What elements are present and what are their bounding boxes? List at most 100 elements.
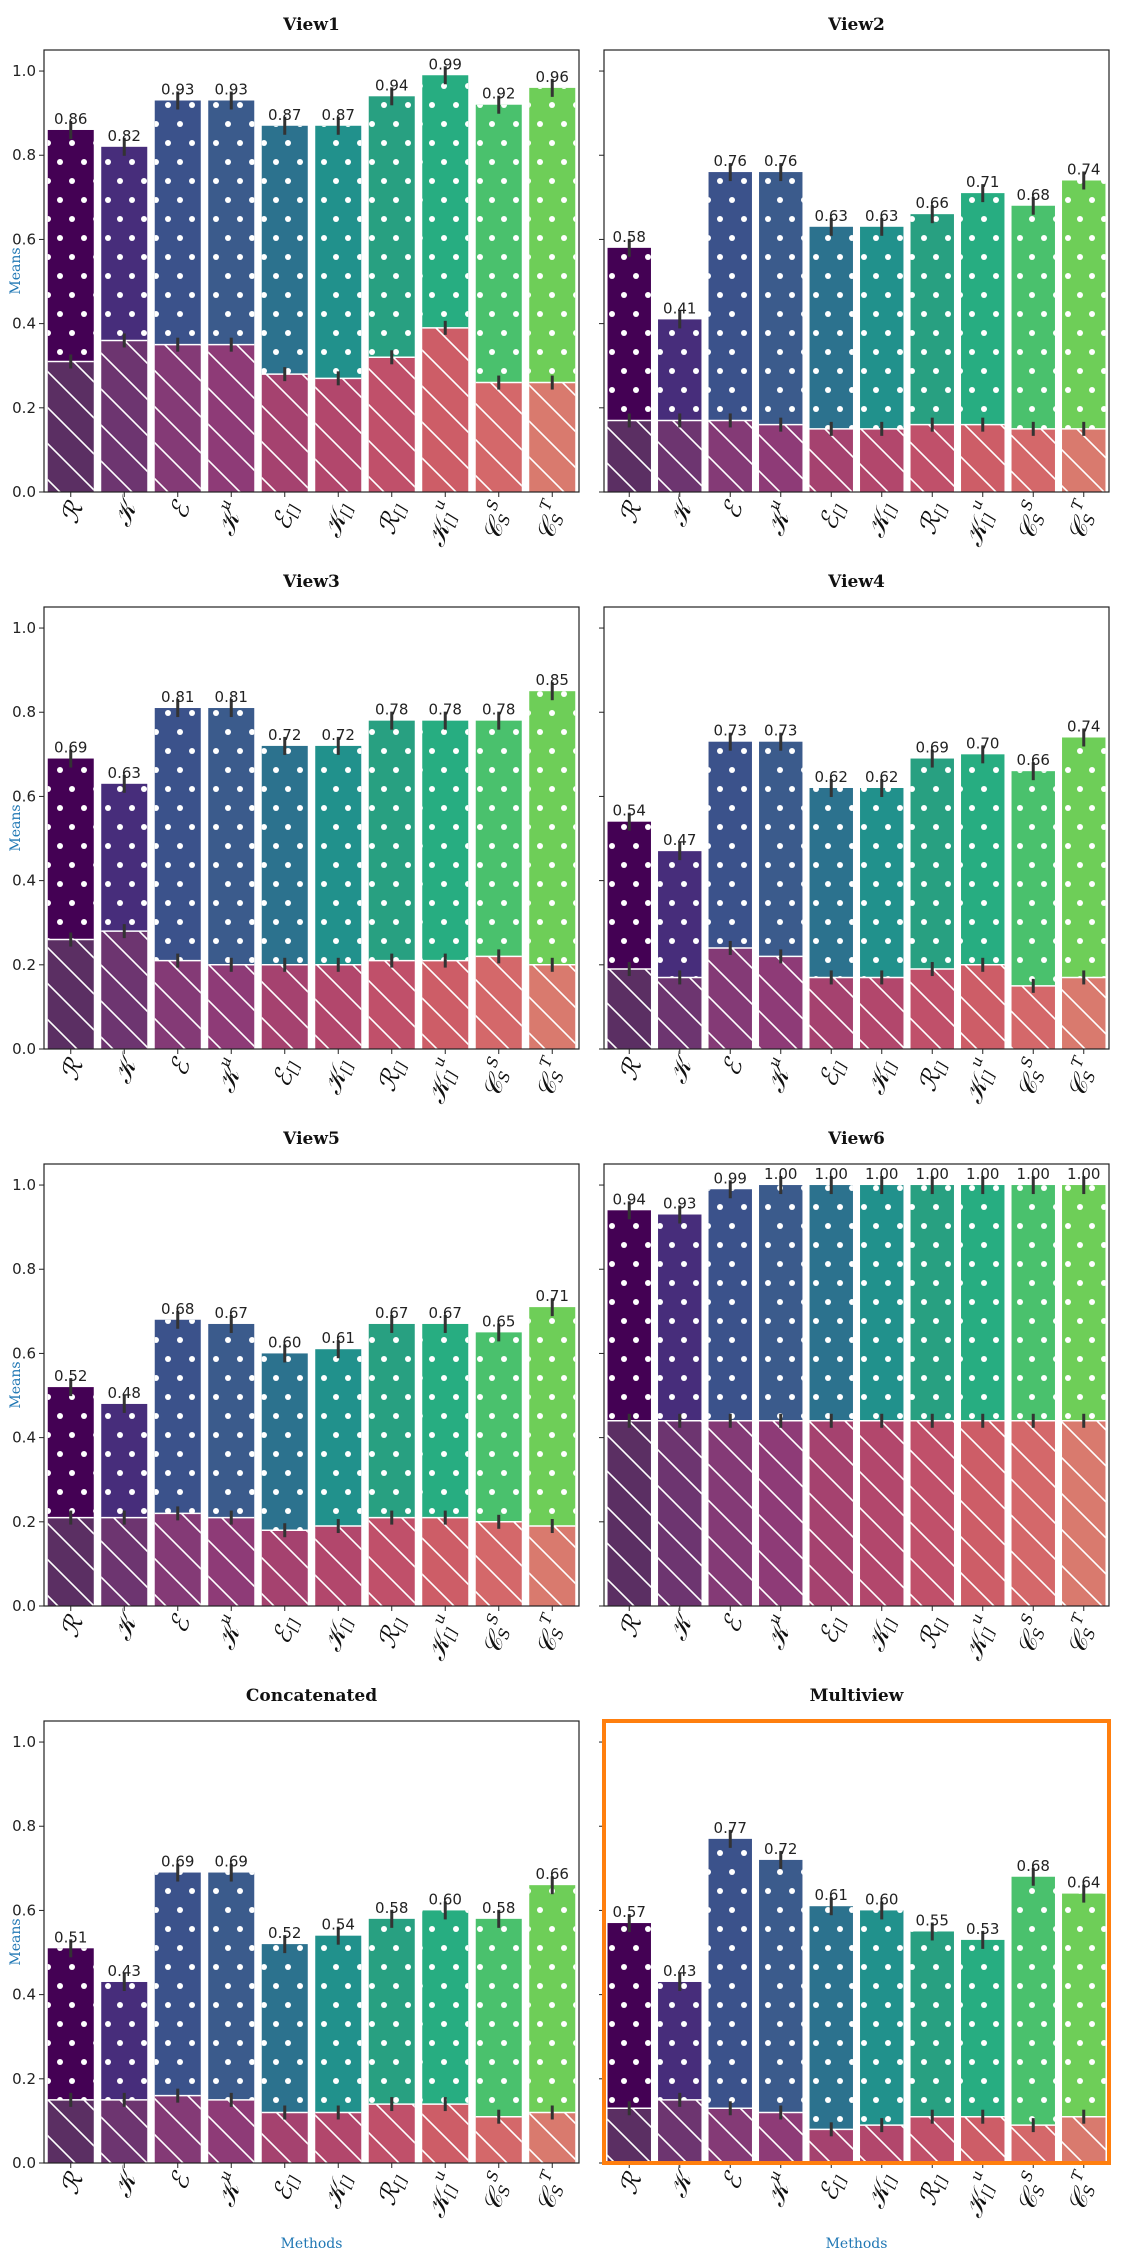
bar-lower-pattern <box>475 1521 522 1606</box>
bar-group: 0.72 <box>315 726 362 1049</box>
x-tick-label: ℛ[] <box>912 1617 952 1653</box>
bar-group: 0.81 <box>154 688 201 1049</box>
panel-view6: View6 0.94 ℛ 0.93 𝒦 0.99 ℰ 1.00 𝒦u 1.00 ℰ[] 1.00 𝒦[]… <box>599 1129 1110 1664</box>
bar-upper-pattern <box>961 754 1005 965</box>
bar-lower-pattern <box>1011 985 1055 1049</box>
bar-lower-pattern <box>1062 1420 1106 1606</box>
bar-value-label: 0.78 <box>375 701 408 719</box>
bar-upper-pattern <box>422 720 469 961</box>
bar-value-label: 0.69 <box>54 739 87 757</box>
bar-value-label: 0.78 <box>429 701 462 719</box>
svg-text:ℛ[]: ℛ[] <box>371 1612 411 1652</box>
panel-frame <box>603 49 1110 493</box>
y-axis-label: Means <box>8 1361 24 1408</box>
panel-frame <box>603 1163 1110 1607</box>
bar-value-label: 0.99 <box>714 1169 747 1187</box>
x-tick-label: ℰ[] <box>813 2174 851 2205</box>
bar-group: 0.78 <box>368 701 415 1049</box>
bar-group: 0.86 <box>47 110 94 492</box>
bar-upper-pattern <box>607 1210 651 1421</box>
x-tick-label: ℰ <box>716 496 749 523</box>
bar-upper-pattern <box>658 1214 702 1421</box>
bar-group: 0.61 <box>809 1886 853 2163</box>
bar-lower-pattern <box>208 964 255 1049</box>
bar-lower-pattern <box>47 2099 94 2163</box>
bar-lower-pattern <box>261 2112 308 2163</box>
svg-text:ℛ[]: ℛ[] <box>912 2169 952 2209</box>
x-tick-label: 𝒞ST <box>1061 1053 1099 1101</box>
bar-lower-pattern <box>208 344 255 492</box>
bar-upper-pattern <box>208 708 255 965</box>
x-tick-label: ℛ[] <box>371 503 411 539</box>
svg-text:ℛ: ℛ <box>54 2167 89 2198</box>
bar-group: 0.47 <box>658 831 702 1049</box>
bar-group: 0.93 <box>658 1195 702 1606</box>
panel-view3: View3 Means 0.0 0.2 0.4 0.6 0.8 1.0 0.69 ℛ 0.63 𝒦 0.… <box>8 572 580 1107</box>
x-tick-label: ℰ[] <box>266 503 304 534</box>
bar-group: 1.00 <box>961 1165 1005 1606</box>
bar-upper-pattern <box>475 720 522 957</box>
bar-value-label: 0.55 <box>916 1911 949 1929</box>
bar-upper-pattern <box>759 1859 803 2113</box>
bar-upper-pattern <box>315 1349 362 1527</box>
bar-group: 0.68 <box>1011 186 1055 492</box>
x-tick-label: ℰ <box>716 2167 749 2194</box>
y-tick-label: 0.0 <box>12 1597 36 1615</box>
svg-text:ℛ: ℛ <box>613 496 648 527</box>
svg-text:𝒦u: 𝒦u <box>757 1054 799 1096</box>
svg-text:ℰ: ℰ <box>163 2167 196 2194</box>
svg-text:𝒞SS: 𝒞SS <box>1007 1611 1052 1659</box>
bar-group: 0.87 <box>261 106 308 492</box>
svg-text:𝒦[]u: 𝒦[]u <box>417 1611 464 1665</box>
svg-text:ℰ: ℰ <box>163 1053 196 1080</box>
x-tick-label: 𝒞SS <box>1007 1611 1052 1659</box>
x-tick-label: ℛ <box>613 1610 648 1641</box>
bar-value-label: 0.52 <box>268 1924 301 1942</box>
bar-value-label: 0.58 <box>613 228 646 246</box>
x-tick-label: ℛ <box>54 2167 89 2198</box>
bar-upper-pattern <box>607 247 651 421</box>
bar-group: 0.94 <box>607 1190 651 1606</box>
bar-upper-pattern <box>658 1981 702 2100</box>
bar-lower-pattern <box>961 1420 1005 1606</box>
x-tick-label: 𝒦 <box>107 1048 145 1087</box>
bar-group: 0.76 <box>708 152 752 492</box>
x-tick-label: 𝒦 <box>107 1605 145 1644</box>
x-tick-label: 𝒦[] <box>317 2169 358 2212</box>
bar-upper-pattern <box>422 1910 469 2105</box>
bar-group: 1.00 <box>809 1165 853 1606</box>
bar-lower-pattern <box>910 1420 954 1606</box>
x-tick-label: 𝒦u <box>210 1611 248 1653</box>
x-tick-label: ℛ[] <box>371 1060 411 1096</box>
x-tick-label: 𝒦u <box>210 497 248 539</box>
svg-text:𝒦[]: 𝒦[] <box>317 2169 358 2212</box>
x-tick-label: 𝒦[] <box>860 2173 901 2212</box>
bar-lower-pattern <box>759 2112 803 2163</box>
bar-group: 0.67 <box>422 1304 469 1606</box>
bar-group: 0.53 <box>961 1920 1005 2163</box>
bar-group: 0.69 <box>154 1853 201 2163</box>
x-axis-label: Methods <box>826 2236 888 2252</box>
svg-text:𝒞SS: 𝒞SS <box>473 497 518 545</box>
bar-upper-pattern <box>101 783 148 932</box>
bar-lower-pattern <box>860 977 904 1049</box>
svg-text:𝒦: 𝒦 <box>107 2162 145 2201</box>
bar-group: 0.58 <box>475 1899 522 2163</box>
bar-group: 0.58 <box>368 1899 415 2163</box>
svg-text:𝒦[]u: 𝒦[]u <box>955 497 1002 551</box>
y-tick-label: 0.6 <box>12 1344 36 1362</box>
svg-text:ℰ: ℰ <box>716 1610 749 1637</box>
bar-lower-pattern <box>1011 428 1055 492</box>
panel-concatenated: Concatenated Means Methods 0.0 0.2 0.4 0.6 0.8 1… <box>8 1686 580 2252</box>
bar-lower-pattern <box>708 420 752 492</box>
bar-value-label: 0.65 <box>482 1312 515 1330</box>
bar-upper-pattern <box>910 1185 954 1421</box>
bar-group: 0.71 <box>529 1287 576 1606</box>
bar-group: 0.51 <box>47 1928 94 2163</box>
bar-value-label: 0.67 <box>215 1304 248 1322</box>
bar-lower-pattern <box>261 374 308 492</box>
svg-text:𝒞SS: 𝒞SS <box>1007 2168 1052 2216</box>
bar-value-label: 0.41 <box>663 299 696 317</box>
bar-value-label: 0.81 <box>161 688 194 706</box>
bar-value-label: 0.69 <box>916 739 949 757</box>
